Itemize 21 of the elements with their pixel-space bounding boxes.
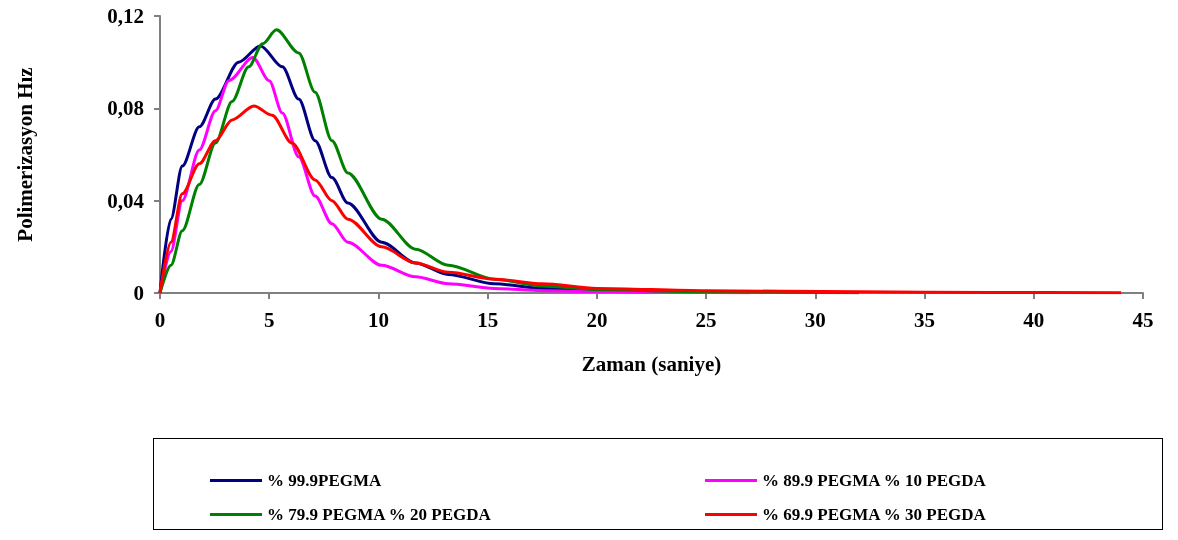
line-series [158, 104, 1123, 295]
y-tick-label: 0,08 [107, 96, 144, 121]
legend-label: % 99.9PEGMA [267, 471, 382, 490]
y-tick-label: 0,12 [107, 4, 144, 28]
x-tick-label: 10 [367, 307, 389, 332]
x-tick-label: 30 [804, 307, 826, 332]
x-axis-title: Zaman (saniye) [581, 351, 722, 376]
x-tick-label: 15 [477, 307, 499, 332]
y-tick-label: 0,04 [107, 188, 145, 213]
y-tick-label: 0 [133, 281, 144, 305]
legend-label: % 79.9 PEGMA % 20 PEGDA [267, 505, 492, 524]
y-axis-title: Polimerizasyon Hız [12, 67, 37, 242]
x-tick-label: 35 [914, 307, 936, 332]
x-tick-label: 45 [1132, 307, 1154, 332]
legend-label: % 69.9 PEGMA % 30 PEGDA [762, 505, 987, 524]
x-tick-label: 5 [263, 307, 275, 332]
x-tick-label: 20 [586, 307, 608, 332]
legend-label: % 89.9 PEGMA % 10 PEGDA [762, 471, 987, 490]
x-tick-label: 40 [1023, 307, 1045, 332]
x-tick-label: 0 [154, 307, 166, 332]
x-tick-label: 25 [695, 307, 717, 332]
